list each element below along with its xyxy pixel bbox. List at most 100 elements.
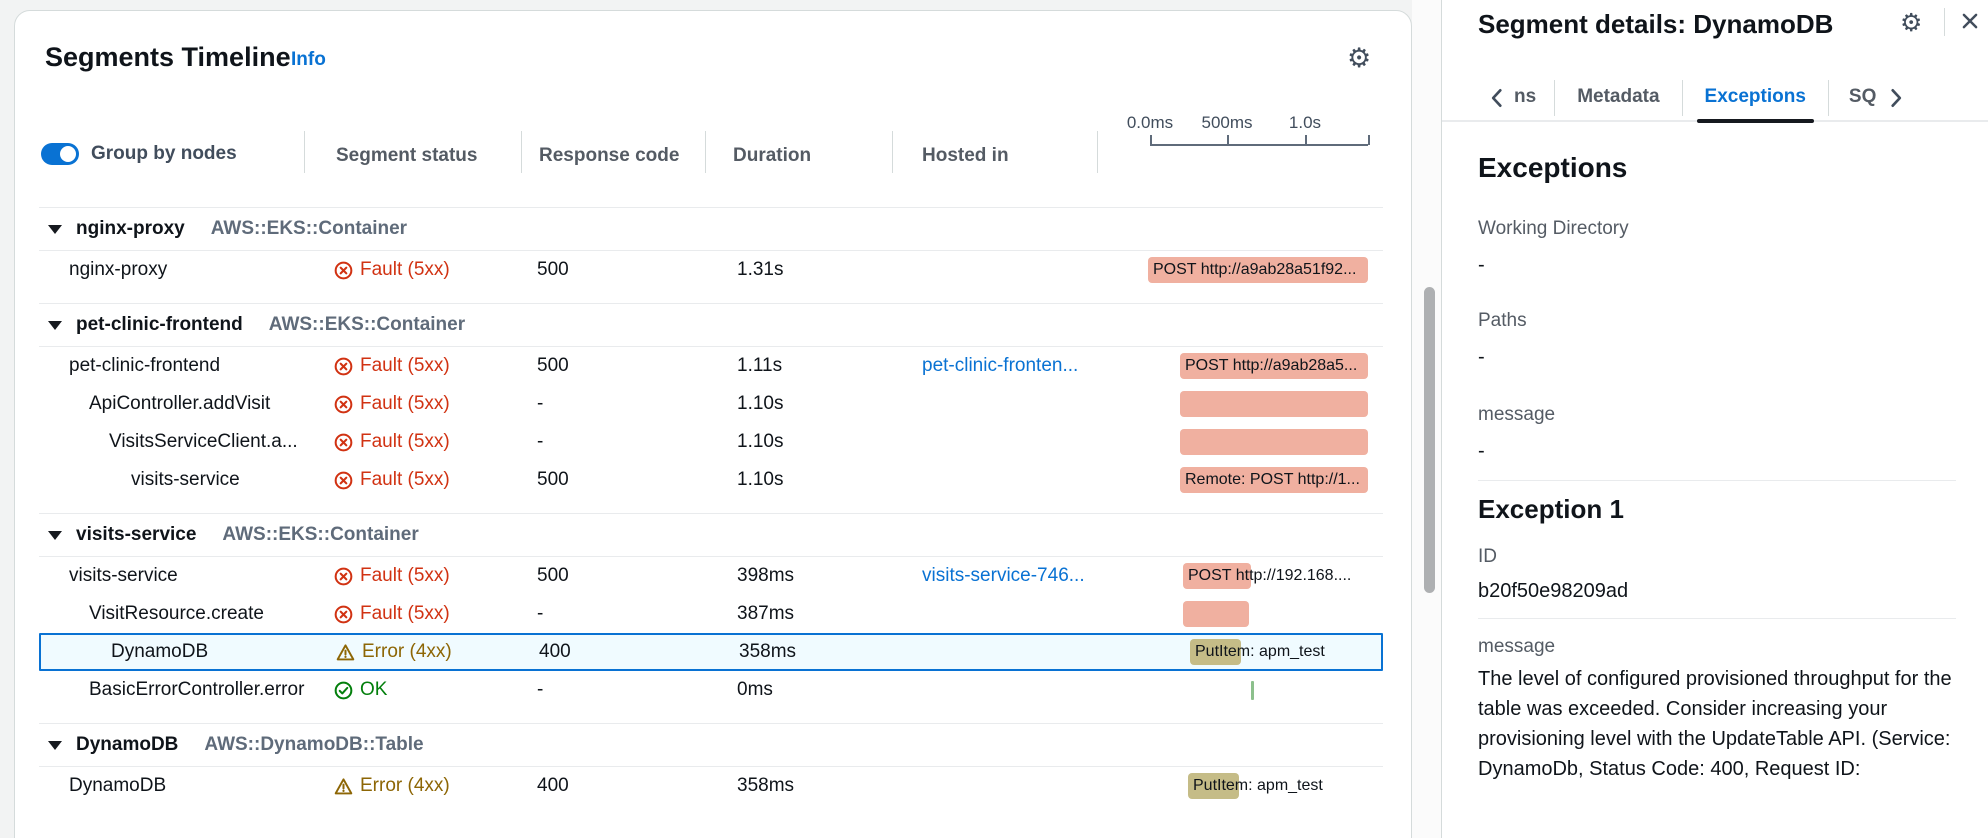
- group-header[interactable]: DynamoDB AWS::DynamoDB::Table: [39, 723, 1383, 767]
- column-divider: [521, 131, 522, 173]
- column-divider: [304, 131, 305, 173]
- segments-table: nginx-proxy AWS::EKS::Container nginx-prox…: [15, 207, 1413, 805]
- tabs-scroll-right-chevron-icon[interactable]: [1887, 87, 1905, 109]
- status-label: Fault (5xx): [360, 469, 450, 490]
- timeline-bar[interactable]: [1251, 681, 1254, 700]
- timeline-cell: [1097, 423, 1383, 461]
- segment-name: pet-clinic-frontend: [69, 355, 221, 376]
- field-label: Working Directory: [1478, 218, 1629, 239]
- status-label: Fault (5xx): [360, 393, 450, 414]
- field-value: -: [1478, 440, 1485, 462]
- segment-name: visits-service: [131, 469, 240, 490]
- segment-status: Fault (5xx): [334, 565, 537, 587]
- tab-divider: [1681, 80, 1683, 116]
- tab-exceptions[interactable]: Exceptions: [1683, 75, 1828, 123]
- timeline-cell: Remote: POST http://1...: [1097, 461, 1383, 499]
- hosted-in-link[interactable]: pet-clinic-fronten...: [922, 355, 1079, 376]
- page-title: Segments Timeline: [45, 42, 291, 72]
- axis-tick-label: 500ms: [1201, 113, 1253, 132]
- segment-status: Fault (5xx): [334, 469, 537, 491]
- column-header-duration: Duration: [733, 145, 812, 166]
- timeline-bar[interactable]: [1188, 773, 1239, 799]
- timeline-bar[interactable]: [1180, 429, 1368, 455]
- info-link[interactable]: Info: [291, 49, 326, 70]
- segment-status: OK: [334, 679, 537, 701]
- field-value: -: [1478, 346, 1485, 368]
- response-code: -: [537, 603, 544, 624]
- fault-circle-x-icon: [334, 357, 360, 376]
- status-label: Error (4xx): [360, 775, 450, 796]
- hosted-in-link[interactable]: visits-service-746...: [922, 565, 1085, 586]
- group-header[interactable]: visits-service AWS::EKS::Container: [39, 513, 1383, 557]
- segment-name: VisitsServiceClient.a...: [109, 431, 298, 452]
- timeline-bar[interactable]: [1180, 391, 1368, 417]
- message-value: The level of configured provisioned thro…: [1478, 668, 1952, 780]
- response-code: 500: [537, 565, 569, 586]
- segment-row[interactable]: nginx-proxy Fault (5xx) 500 1.31s POST http:…: [39, 251, 1383, 289]
- group-by-nodes-label: Group by nodes: [91, 143, 237, 164]
- segment-row[interactable]: ApiController.addVisit Fault (5xx) - 1.10s: [39, 385, 1383, 423]
- axis-tick: [1368, 135, 1370, 145]
- axis-tick: [1227, 135, 1229, 145]
- timeline-axis: 0.0ms 500ms 1.0s: [1097, 107, 1387, 167]
- timeline-cell: POST http://a9ab28a51f92...: [1097, 251, 1383, 289]
- status-label: Fault (5xx): [360, 431, 450, 452]
- response-code: -: [537, 431, 544, 452]
- segment-status: Fault (5xx): [334, 259, 537, 281]
- segment-name: VisitResource.create: [89, 603, 264, 624]
- segment-row[interactable]: VisitResource.create Fault (5xx) - 387ms: [39, 595, 1383, 633]
- warning-triangle-icon: [336, 643, 362, 662]
- duration: 0ms: [737, 679, 773, 700]
- panel-settings-gear-icon[interactable]: ⚙: [1900, 8, 1923, 37]
- timeline-bar[interactable]: [1183, 601, 1249, 627]
- tab-partial-right[interactable]: SQ: [1848, 86, 1877, 107]
- group-type: AWS::EKS::Container: [268, 314, 466, 335]
- group-header[interactable]: nginx-proxy AWS::EKS::Container: [39, 207, 1383, 251]
- settings-gear-icon[interactable]: ⚙: [1347, 43, 1372, 74]
- column-divider: [1097, 131, 1098, 173]
- response-code: 400: [539, 641, 571, 662]
- vertical-scrollbar[interactable]: [1424, 287, 1435, 593]
- tab-partial-left[interactable]: ns: [1514, 86, 1537, 107]
- duration: 1.10s: [737, 431, 784, 452]
- tab-metadata[interactable]: Metadata: [1577, 86, 1660, 107]
- column-header-hosted-in: Hosted in: [922, 145, 1009, 166]
- segment-row[interactable]: pet-clinic-frontend Fault (5xx) 500 1.11s pe…: [39, 347, 1383, 385]
- segment-status: Fault (5xx): [334, 393, 537, 415]
- segment-row[interactable]: DynamoDB Error (4xx) 400 358ms PutItem: apm_…: [39, 633, 1383, 671]
- column-header-response-code: Response code: [539, 145, 680, 166]
- caret-down-icon: [48, 530, 62, 540]
- tabs-scroll-left-chevron-icon[interactable]: [1488, 87, 1506, 109]
- segment-status: Error (4xx): [336, 641, 539, 663]
- timeline-bar-label: POST http://a9ab28a5...: [1185, 357, 1358, 374]
- segment-row[interactable]: BasicErrorController.error OK - 0ms: [39, 671, 1383, 709]
- caret-down-icon: [48, 740, 62, 750]
- tab-divider: [1827, 80, 1829, 116]
- status-label: OK: [360, 679, 388, 700]
- status-label: Fault (5xx): [360, 603, 450, 624]
- timeline-bar[interactable]: [1183, 563, 1251, 589]
- column-divider: [705, 131, 706, 173]
- timeline-bar[interactable]: [1190, 639, 1241, 665]
- ok-check-circle-icon: [334, 681, 360, 700]
- timeline-bar[interactable]: [1180, 353, 1368, 379]
- caret-down-icon: [48, 320, 62, 330]
- section-divider: [1478, 618, 1956, 619]
- timeline-bar[interactable]: [1180, 467, 1368, 493]
- timeline-bar[interactable]: [1148, 257, 1368, 283]
- hosted-in: visits-service-746...: [922, 565, 1097, 587]
- close-icon[interactable]: [1960, 11, 1980, 36]
- segment-row[interactable]: DynamoDB Error (4xx) 400 358ms PutItem: apm_…: [39, 767, 1383, 805]
- segment-row[interactable]: visits-service Fault (5xx) 500 1.10s Remote:…: [39, 461, 1383, 499]
- group-name: visits-service: [76, 524, 197, 545]
- panel-divider: [1441, 0, 1442, 838]
- segments-timeline-card: Segments Timeline Info ⚙ Group by nodes …: [14, 10, 1412, 838]
- segment-row[interactable]: VisitsServiceClient.a... Fault (5xx) - 1.10…: [39, 423, 1383, 461]
- group-header[interactable]: pet-clinic-frontend AWS::EKS::Container: [39, 303, 1383, 347]
- group-name: pet-clinic-frontend: [76, 314, 243, 335]
- group-by-nodes-toggle[interactable]: [41, 143, 79, 165]
- segment-status: Fault (5xx): [334, 355, 537, 377]
- section-divider: [1478, 480, 1956, 481]
- segment-row[interactable]: visits-service Fault (5xx) 500 398ms visits-…: [39, 557, 1383, 595]
- caret-down-icon: [48, 224, 62, 234]
